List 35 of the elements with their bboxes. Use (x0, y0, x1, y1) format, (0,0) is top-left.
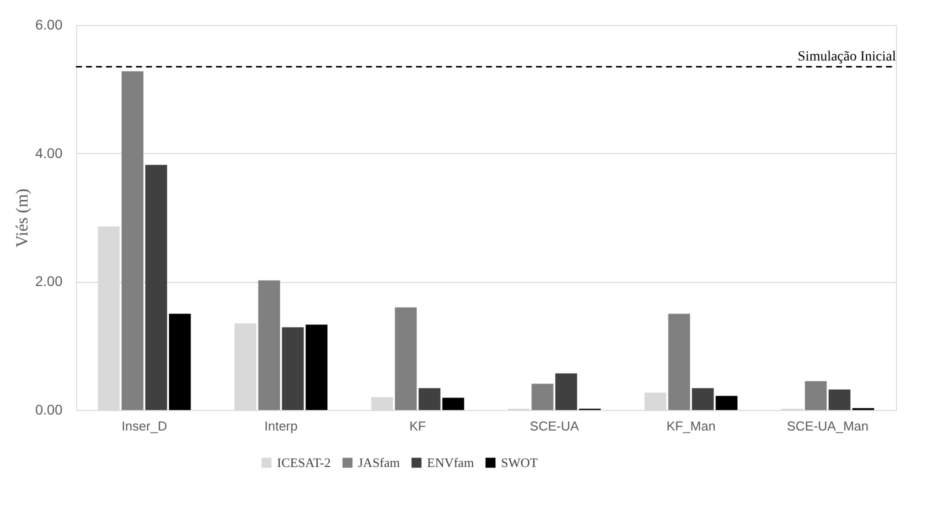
x-tick-label: SCE-UA_Man (786, 418, 868, 434)
bar (234, 323, 256, 410)
ref-line-label: Simulação Inicial (798, 50, 896, 65)
legend-label: JASfam (358, 454, 400, 470)
x-tick-label: Interp (264, 418, 298, 434)
x-tick-label: SCE-UA (530, 418, 580, 434)
bar (145, 164, 168, 410)
bar (371, 397, 394, 410)
bar (306, 324, 328, 410)
bar (692, 388, 714, 410)
bar (394, 307, 417, 410)
bar (716, 396, 738, 410)
legend-label: ENVfam (427, 454, 474, 470)
y-tick-label: 2.00 (35, 273, 63, 290)
bar (122, 71, 144, 410)
bar (442, 398, 464, 410)
bar (828, 389, 850, 410)
bar (644, 392, 666, 410)
y-tick-label: 0.00 (35, 402, 63, 418)
bar (282, 327, 304, 410)
bar (804, 381, 827, 410)
y-axis-title: Viés (m) (12, 188, 32, 248)
legend-label: ICESAT-2 (277, 454, 331, 470)
legend-label: SWOT (501, 454, 538, 470)
bar (418, 388, 440, 410)
y-tick-label: 4.00 (35, 144, 63, 161)
x-tick-label: KF (409, 418, 426, 434)
bar (168, 314, 191, 410)
bar (258, 280, 280, 410)
bar (532, 384, 554, 410)
x-tick-label: KF_Man (666, 418, 716, 434)
y-tick-label: 6.00 (35, 16, 63, 32)
bar (668, 314, 690, 410)
bar (555, 373, 578, 410)
x-tick-label: Inser_D (122, 418, 168, 434)
